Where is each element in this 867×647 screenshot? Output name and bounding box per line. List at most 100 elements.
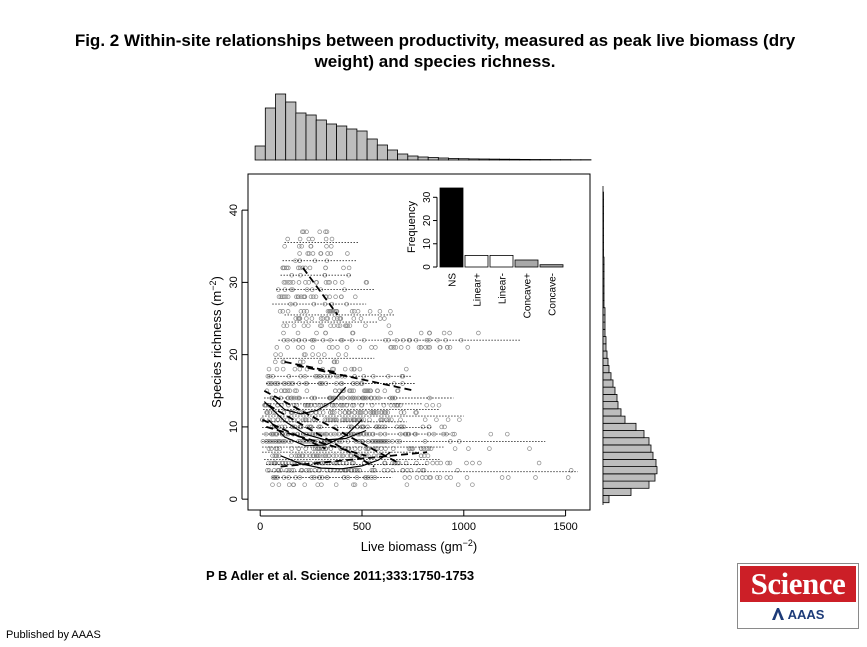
- scatter-point: [306, 468, 312, 473]
- right-histogram-bar: [602, 393, 618, 402]
- scatter-point: [423, 475, 429, 480]
- scatter-point: [301, 229, 306, 235]
- right-histogram-bar: [602, 451, 654, 460]
- scatter-point: [310, 352, 315, 357]
- scatter-point: [376, 424, 382, 430]
- scatter-point: [384, 417, 389, 422]
- scatter-point: [416, 345, 422, 350]
- scatter-point: [304, 417, 309, 422]
- scatter-point: [393, 345, 399, 350]
- scatter-point: [318, 316, 324, 321]
- scatter-point: [395, 388, 401, 394]
- scatter-point: [348, 424, 354, 430]
- scatter-point: [424, 446, 429, 451]
- scatter-point: [303, 352, 308, 357]
- scatter-point: [427, 345, 433, 350]
- top-histogram-bar: [315, 119, 327, 161]
- scatter-point: [338, 402, 343, 408]
- scatter-point: [280, 265, 285, 271]
- scatter-point: [357, 345, 362, 350]
- scatter-point: [337, 388, 342, 394]
- scatter-point: [361, 388, 367, 394]
- scatter-point: [346, 410, 352, 415]
- scatter-point: [374, 424, 380, 430]
- scatter-point: [328, 446, 334, 451]
- scatter-point: [353, 294, 358, 300]
- scatter-point: [310, 251, 316, 256]
- scatter-point: [421, 446, 426, 451]
- top-histogram-bar: [529, 159, 541, 161]
- scatter-point: [263, 431, 269, 437]
- right-histogram-bar: [602, 379, 614, 388]
- scatter-point: [487, 446, 492, 451]
- scatter-point: [392, 402, 397, 408]
- scatter-point: [318, 424, 323, 430]
- fit-line-dashed: [267, 404, 375, 468]
- scatter-point: [390, 468, 395, 473]
- scatter-point: [310, 236, 315, 242]
- right-histogram-bar: [602, 328, 606, 337]
- scatter-point: [331, 417, 337, 422]
- scatter-point: [372, 468, 378, 473]
- scatter-point: [319, 323, 324, 328]
- scatter-point: [527, 446, 532, 451]
- scatter-point: [346, 265, 352, 271]
- scatter-point: [365, 439, 371, 444]
- scatter-point: [291, 323, 297, 328]
- scatter-point: [506, 475, 511, 480]
- scatter-point: [332, 410, 337, 415]
- scatter-point: [333, 482, 339, 487]
- scatter-point: [345, 475, 351, 480]
- scatter-point: [361, 424, 366, 430]
- scatter-point: [315, 374, 320, 379]
- scatter-point: [430, 402, 435, 408]
- scatter-point: [382, 316, 387, 321]
- scatter-point: [343, 352, 349, 357]
- scatter-point: [379, 446, 384, 451]
- x-axis-label: Live biomass (gm−2): [361, 538, 477, 554]
- scatter-point: [363, 410, 369, 415]
- scatter-point: [364, 395, 369, 401]
- scatter-point: [372, 475, 378, 480]
- scatter-point: [285, 337, 291, 343]
- scatter-point: [349, 417, 354, 422]
- scatter-point: [447, 345, 453, 350]
- scatter-point: [405, 345, 411, 350]
- scatter-point: [348, 453, 353, 459]
- inset-bar: [439, 187, 464, 268]
- scatter-point: [297, 236, 303, 242]
- y-tick-label: 40: [228, 204, 240, 216]
- fit-line-solid: [267, 419, 363, 447]
- right-histogram-bar: [602, 191, 604, 200]
- inset-bar: [464, 254, 489, 268]
- y-tick-label: 0: [228, 496, 240, 502]
- scatter-point: [352, 482, 358, 487]
- scatter-point: [335, 345, 340, 350]
- scatter-point: [275, 468, 281, 473]
- scatter-point: [322, 352, 327, 357]
- scatter-point: [536, 460, 542, 466]
- top-histogram-bar: [376, 144, 388, 161]
- scatter-point: [332, 309, 337, 314]
- scatter-point: [342, 417, 348, 422]
- scatter-point: [466, 446, 471, 451]
- scatter-point: [266, 439, 272, 444]
- scatter-point: [302, 482, 307, 487]
- right-histogram-bar: [602, 415, 626, 424]
- scatter-point: [427, 475, 432, 480]
- scatter-point: [568, 468, 574, 473]
- inset-y-axis-label: Frequency: [406, 201, 418, 253]
- scatter-point: [321, 453, 326, 459]
- scatter-point: [337, 323, 343, 328]
- scatter-point: [328, 337, 333, 343]
- right-histogram-bar: [602, 343, 607, 352]
- top-histogram-bar: [285, 101, 297, 161]
- scatter-point: [334, 417, 339, 422]
- scatter-point: [391, 446, 396, 451]
- scatter-point: [399, 424, 405, 430]
- scatter-point: [343, 460, 349, 466]
- scatter-point: [331, 359, 337, 365]
- y-tick-label: 30: [228, 276, 240, 288]
- scatter-point: [464, 460, 469, 466]
- scatter-point: [280, 366, 286, 372]
